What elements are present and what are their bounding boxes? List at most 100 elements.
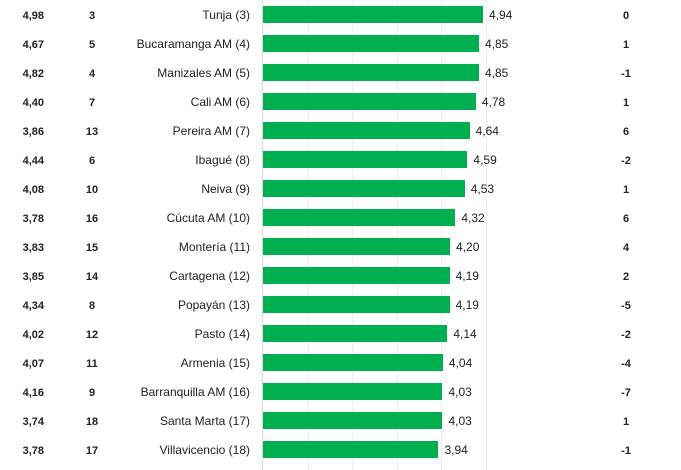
- bar-value-label: 4,94: [489, 8, 513, 22]
- category-tick-label: Montería (11): [178, 240, 250, 254]
- category-axis-line: [262, 0, 263, 470]
- rank-change-label: -7: [621, 387, 631, 399]
- bar-value-label: 4,14: [453, 327, 477, 341]
- previous-rank-label: 10: [85, 184, 99, 196]
- bar-value-label: 4,53: [470, 182, 495, 196]
- bar: [263, 441, 439, 458]
- bar: [263, 151, 468, 168]
- rank-change-label: 4: [622, 242, 630, 254]
- previous-rank-label: 8: [88, 300, 96, 312]
- previous-score-label: 3,78: [22, 213, 44, 225]
- previous-rank-label: 11: [86, 358, 98, 370]
- bar-value-label: 4,19: [455, 298, 479, 312]
- rank-change-label: 1: [622, 97, 630, 109]
- rank-change-label: 6: [622, 213, 630, 225]
- bar: [263, 64, 479, 81]
- rank-change-label: 1: [622, 184, 630, 196]
- bar-value-label: 3,94: [444, 443, 468, 457]
- gridline: [441, 0, 443, 470]
- previous-rank-label: 16: [85, 213, 99, 225]
- rank-change-label: -2: [621, 155, 631, 167]
- bar-value-label: 4,85: [484, 66, 509, 80]
- rank-change-label: 1: [622, 39, 630, 51]
- previous-score-label: 3,85: [22, 271, 44, 283]
- bar-value-label: 4,03: [448, 385, 472, 399]
- bar: [263, 35, 479, 52]
- category-tick-label: Armenia (15): [180, 356, 250, 370]
- previous-score-label: 4,82: [22, 68, 44, 80]
- category-tick-label: Santa Marta (17): [159, 414, 250, 428]
- bar-value-label: 4,04: [448, 356, 473, 370]
- bar: [263, 93, 476, 110]
- previous-rank-label: 14: [85, 271, 99, 283]
- previous-rank-label: 9: [88, 387, 96, 399]
- category-tick-label: Pasto (14): [194, 327, 250, 341]
- bar: [263, 267, 450, 284]
- bar: [263, 209, 456, 226]
- bar: [263, 383, 443, 400]
- bar: [263, 354, 443, 371]
- previous-rank-label: 4: [88, 68, 96, 80]
- bar: [263, 412, 443, 429]
- category-tick-label: Ibagué (8): [195, 153, 250, 167]
- category-tick-label: Bucaramanga AM (4): [136, 37, 250, 51]
- bar: [263, 296, 450, 313]
- category-tick-label: Manizales AM (5): [157, 66, 250, 80]
- previous-score-label: 4,67: [22, 39, 44, 51]
- previous-rank-label: 3: [88, 10, 96, 22]
- previous-score-label: 4,07: [22, 358, 44, 370]
- gridline: [396, 0, 398, 470]
- category-tick-label: Pereira AM (7): [172, 124, 250, 138]
- previous-score-label: 4,16: [22, 387, 44, 399]
- previous-score-label: 4,02: [22, 329, 44, 341]
- category-tick-label: Barranquilla AM (16): [140, 385, 250, 399]
- category-tick-label: Neiva (9): [201, 182, 250, 196]
- category-tick-label: Villavicencio (18): [159, 443, 251, 457]
- bar-value-label: 4,85: [484, 37, 509, 51]
- category-tick-label: Cúcuta AM (10): [166, 211, 250, 225]
- previous-score-label: 4,40: [22, 97, 44, 109]
- previous-rank-label: 13: [85, 126, 99, 138]
- bar: [263, 180, 465, 197]
- gridline: [485, 0, 487, 470]
- bar-value-label: 4,78: [481, 95, 506, 109]
- bar: [263, 6, 483, 23]
- bar: [263, 122, 470, 139]
- category-tick-label: Cartagena (12): [169, 269, 250, 283]
- previous-score-label: 3,86: [22, 126, 44, 138]
- rank-change-label: 1: [622, 416, 630, 428]
- bar-value-label: 4,32: [461, 211, 485, 225]
- category-tick-label: Tunja (3): [202, 8, 250, 22]
- bar-value-label: 4,19: [455, 269, 479, 283]
- bar-value-label: 4,03: [448, 414, 472, 428]
- rank-change-label: -2: [621, 329, 631, 341]
- previous-score-label: 4,44: [22, 155, 44, 167]
- bar-value-label: 4,59: [473, 153, 497, 167]
- previous-rank-label: 6: [88, 155, 96, 167]
- rank-change-label: -4: [621, 358, 631, 370]
- bar-value-label: 4,64: [475, 124, 499, 138]
- category-tick-label: Popayán (13): [177, 298, 250, 312]
- previous-score-label: 3,78: [22, 445, 44, 457]
- previous-rank-label: 12: [85, 329, 99, 341]
- rank-change-label: -1: [621, 68, 631, 80]
- rank-change-label: -5: [621, 300, 631, 312]
- gridline: [307, 0, 309, 470]
- rank-change-label: 2: [622, 271, 630, 283]
- previous-rank-label: 5: [88, 39, 96, 51]
- rank-change-label: -1: [621, 445, 631, 457]
- category-tick-label: Cali AM (6): [190, 95, 250, 109]
- previous-score-label: 4,34: [22, 300, 44, 312]
- bar-value-label: 4,20: [456, 240, 480, 254]
- bar: [263, 238, 451, 255]
- previous-rank-label: 17: [85, 445, 99, 457]
- previous-rank-label: 7: [88, 97, 96, 109]
- bar: [263, 325, 448, 342]
- previous-score-label: 3,74: [22, 416, 44, 428]
- previous-score-label: 4,08: [22, 184, 44, 196]
- rank-change-label: 0: [622, 10, 630, 22]
- previous-score-label: 4,98: [22, 10, 44, 22]
- gridline: [352, 0, 354, 470]
- rank-change-label: 6: [622, 126, 630, 138]
